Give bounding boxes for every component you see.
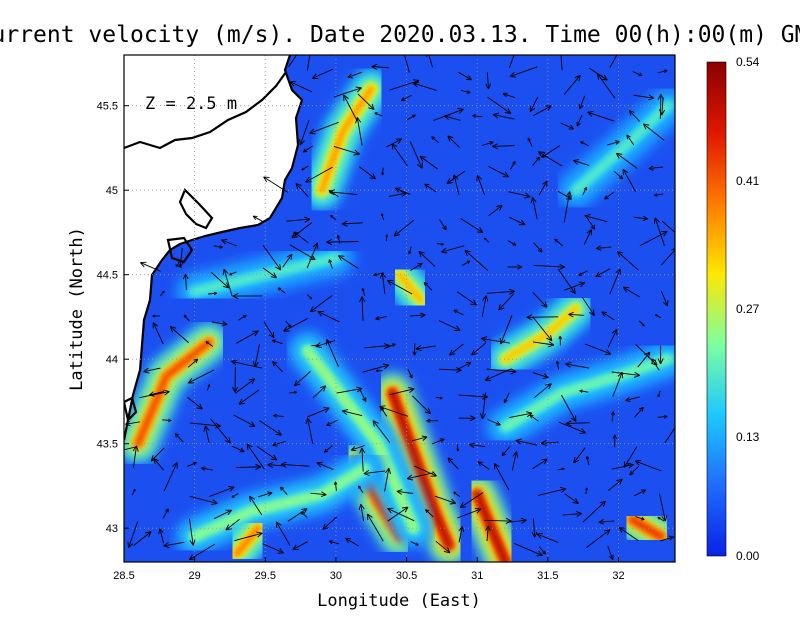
x-axis-label: Longitude (East) [317, 591, 481, 611]
velocity-arrow-head [454, 492, 457, 493]
velocity-arrow-head [222, 240, 228, 241]
velocity-arrow-head [309, 259, 315, 260]
velocity-arrow-head [106, 451, 111, 455]
velocity-arrow-head [538, 152, 544, 153]
depth-label: Z = 2.5 m [145, 94, 237, 114]
velocity-arrow-head [484, 238, 486, 239]
velocity-arrow-head [457, 109, 463, 110]
velocity-arrow-head [128, 542, 129, 548]
velocity-arrow-head [441, 245, 443, 246]
velocity-arrow-head [537, 534, 543, 535]
colorbar-label: 0.41 [736, 174, 760, 188]
velocity-arrow-head [106, 454, 112, 455]
velocity-arrow-head [278, 288, 281, 289]
velocity-arrow-head [475, 508, 481, 509]
velocity-arrow-head [348, 77, 353, 78]
velocity-arrow-head [622, 372, 623, 378]
y-tick-label: 44 [106, 354, 118, 366]
y-tick-label: 45 [106, 185, 118, 197]
velocity-arrow [660, 94, 661, 119]
velocity-arrow-head [310, 298, 312, 299]
x-tick-label: 31 [471, 570, 483, 582]
velocity-arrow-head [530, 415, 534, 416]
x-tick-label: 30 [330, 570, 342, 582]
y-tick-label: 43 [106, 523, 118, 535]
velocity-arrow-head [580, 433, 586, 434]
colorbar-labels: 0.54 0.41 0.27 0.13 0.00 [736, 55, 760, 563]
velocity-arrow-head [503, 93, 507, 94]
x-tick-label: 32 [612, 570, 624, 582]
velocity-arrow-head [587, 488, 588, 490]
velocity-arrow-head [367, 514, 368, 520]
y-tick-label: 44.5 [97, 270, 118, 282]
colorbar-label: 0.27 [736, 302, 760, 316]
velocity-arrow [527, 317, 559, 318]
velocity-arrow-head [510, 77, 516, 78]
velocity-arrow-head [272, 340, 276, 341]
chart-title: Current velocity (m/s). Date 2020.03.13.… [0, 22, 800, 48]
velocity-arrow-head [623, 287, 629, 288]
velocity-arrow-head [489, 142, 493, 143]
y-tick-label: 43.5 [97, 439, 118, 451]
colorbar-label: 0.00 [736, 549, 760, 563]
velocity-arrow-head [579, 282, 585, 283]
velocity-arrow-head [635, 460, 641, 461]
x-tick-label: 31.5 [537, 570, 558, 582]
colorbar-label: 0.13 [736, 430, 760, 444]
velocity-arrow-head [351, 450, 356, 451]
y-tick-label: 45.5 [97, 101, 118, 113]
x-tick-label: 28.5 [113, 570, 134, 582]
velocity-arrow-head [228, 487, 234, 488]
velocity-arrow-head [467, 93, 470, 94]
y-axis-label: Latitude (North) [67, 227, 87, 391]
velocity-arrow-head [477, 175, 478, 181]
colorbar [707, 62, 726, 556]
x-tick-label: 29.5 [255, 570, 276, 582]
velocity-arrow-head [310, 133, 316, 134]
velocity-arrow-head [276, 522, 277, 528]
velocity-arrow-head [331, 216, 333, 217]
velocity-arrow-head [329, 541, 332, 542]
velocity-arrow-head [679, 421, 680, 427]
velocity-arrow-head [206, 342, 209, 343]
x-tick-label: 29 [189, 570, 201, 582]
velocity-arrow-head [613, 555, 614, 560]
velocity-arrow-head [579, 104, 580, 109]
velocity-arrow-head [164, 291, 165, 293]
velocity-arrow-head [679, 239, 685, 241]
velocity-arrow-head [682, 235, 684, 241]
velocity-arrow-head [512, 49, 516, 53]
colorbar-label: 0.54 [736, 55, 760, 69]
x-tick-label: 30.5 [396, 570, 417, 582]
